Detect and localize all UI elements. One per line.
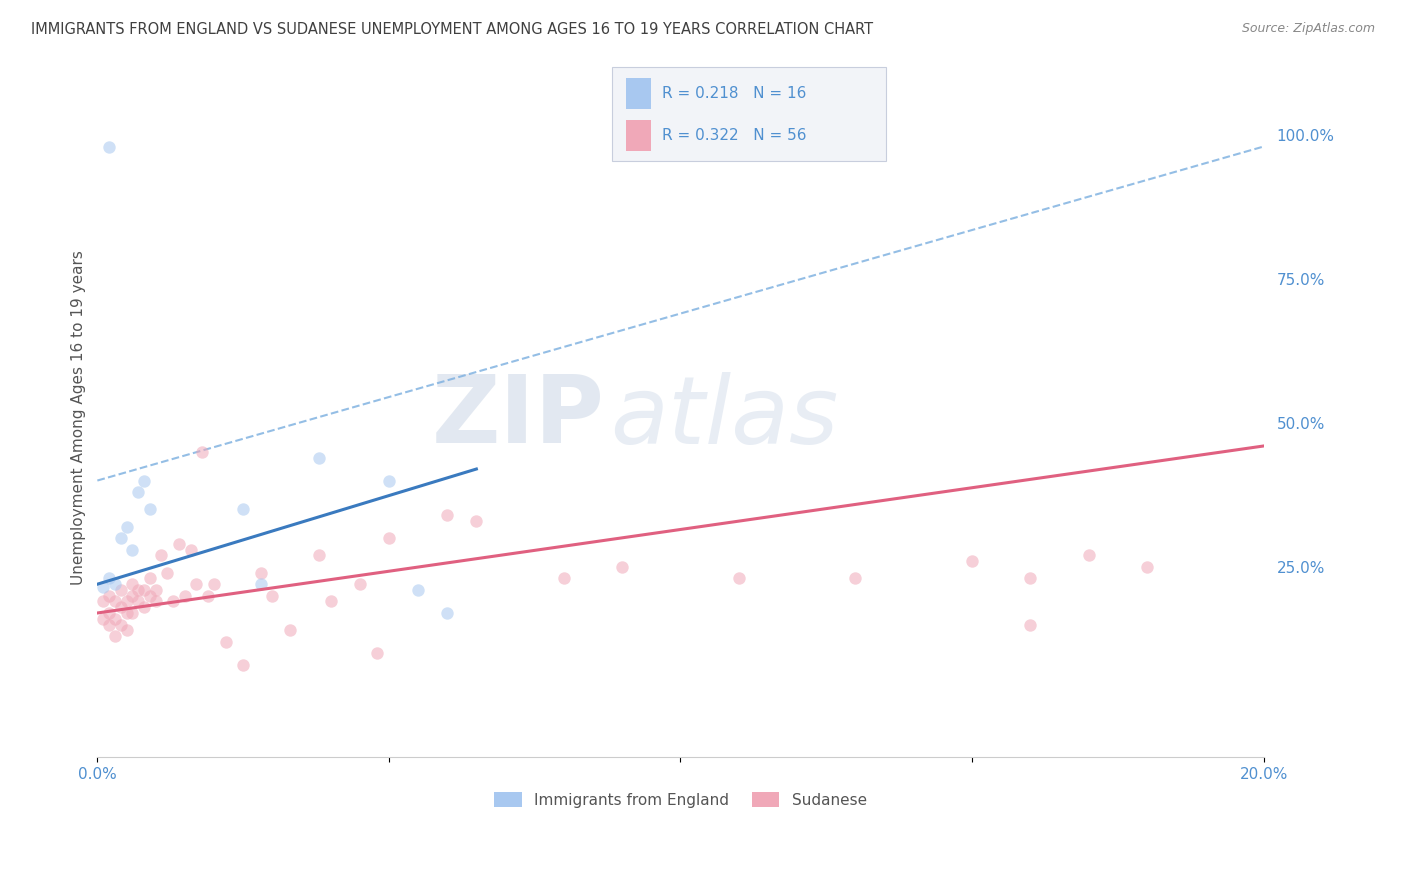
Point xyxy=(173,589,195,603)
Point xyxy=(1019,617,1042,632)
Text: IMMIGRANTS FROM ENGLAND VS SUDANESE UNEMPLOYMENT AMONG AGES 16 TO 19 YEARS CORRE: IMMIGRANTS FROM ENGLAND VS SUDANESE UNEM… xyxy=(31,22,873,37)
Point xyxy=(960,554,983,568)
Point xyxy=(319,594,342,608)
Point xyxy=(150,549,173,563)
Point xyxy=(1019,571,1042,585)
Point xyxy=(91,612,114,626)
Point xyxy=(139,571,162,585)
Point xyxy=(727,571,749,585)
Point xyxy=(139,589,162,603)
Point xyxy=(115,519,138,533)
Point xyxy=(139,502,162,516)
Point xyxy=(186,577,208,591)
Point xyxy=(191,444,214,458)
Point xyxy=(180,542,202,557)
Point xyxy=(378,474,401,488)
Point xyxy=(121,577,143,591)
Point xyxy=(132,600,155,615)
Point xyxy=(121,606,143,620)
Point xyxy=(249,566,271,580)
Point xyxy=(110,531,132,545)
Point xyxy=(110,600,132,615)
Point xyxy=(1136,560,1159,574)
Point xyxy=(278,624,301,638)
Point xyxy=(145,582,167,597)
Point xyxy=(110,617,132,632)
Point xyxy=(132,582,155,597)
Point xyxy=(436,508,458,522)
Point xyxy=(844,571,866,585)
Point xyxy=(156,566,179,580)
Point xyxy=(115,624,138,638)
Point xyxy=(366,646,388,660)
Point xyxy=(378,531,401,545)
Point xyxy=(91,594,114,608)
Point xyxy=(349,577,371,591)
Point xyxy=(91,580,114,594)
Text: Source: ZipAtlas.com: Source: ZipAtlas.com xyxy=(1241,22,1375,36)
Point xyxy=(465,514,488,528)
Point xyxy=(127,582,149,597)
Point xyxy=(436,606,458,620)
Y-axis label: Unemployment Among Ages 16 to 19 years: Unemployment Among Ages 16 to 19 years xyxy=(72,250,86,584)
Point xyxy=(249,577,271,591)
Point xyxy=(127,594,149,608)
Point xyxy=(167,537,190,551)
Point xyxy=(98,606,121,620)
Point xyxy=(232,502,254,516)
Text: R = 0.218   N = 16: R = 0.218 N = 16 xyxy=(662,86,807,101)
Point xyxy=(308,450,330,465)
Point xyxy=(104,594,127,608)
Point xyxy=(553,571,575,585)
Point xyxy=(197,589,219,603)
Point xyxy=(121,542,143,557)
Point xyxy=(127,485,149,500)
Point xyxy=(406,582,429,597)
Point xyxy=(202,577,225,591)
Point xyxy=(145,594,167,608)
Point xyxy=(162,594,184,608)
Point xyxy=(121,589,143,603)
Text: ZIP: ZIP xyxy=(432,371,605,463)
Point xyxy=(308,549,330,563)
Point xyxy=(132,474,155,488)
Point xyxy=(232,657,254,672)
Point xyxy=(98,617,121,632)
Point xyxy=(214,634,236,648)
Point xyxy=(98,589,121,603)
Point xyxy=(104,577,127,591)
Point xyxy=(104,612,127,626)
Point xyxy=(1077,549,1099,563)
Point xyxy=(110,582,132,597)
Point xyxy=(610,560,633,574)
Text: R = 0.322   N = 56: R = 0.322 N = 56 xyxy=(662,128,807,143)
Point xyxy=(115,594,138,608)
Point xyxy=(115,606,138,620)
Legend: Immigrants from England, Sudanese: Immigrants from England, Sudanese xyxy=(488,786,873,814)
Point xyxy=(98,139,121,153)
Text: atlas: atlas xyxy=(610,372,839,463)
Point xyxy=(98,571,121,585)
Point xyxy=(104,629,127,643)
Point xyxy=(262,589,284,603)
